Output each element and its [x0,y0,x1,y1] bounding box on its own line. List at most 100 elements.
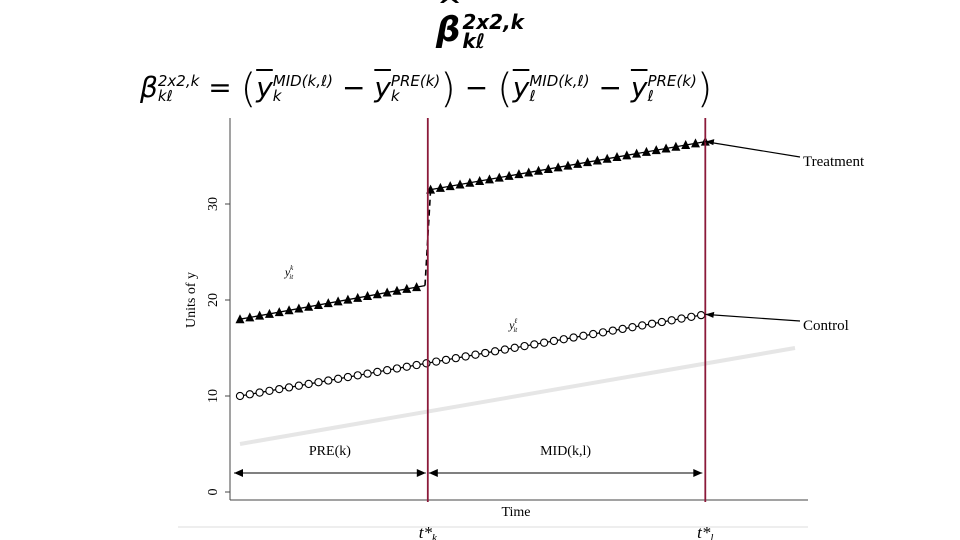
point-treatment [343,294,353,304]
point-treatment [313,299,323,309]
point-control [363,369,372,378]
y-tick-label: 20 [206,293,221,307]
formula-y-4: y [630,71,648,104]
formula-sub-1: k [272,87,282,105]
formula-sup-3: MID(k,ℓ) [529,72,590,90]
point-control [245,390,254,399]
period-label-1: PRE(k) [309,444,351,459]
formula-minus-1: − [341,71,366,104]
point-control [598,328,608,337]
formula-sup-1: MID(k,ℓ) [272,72,334,90]
point-treatment [465,177,475,187]
point-control [657,317,667,327]
point-control [589,329,598,339]
point-control [559,335,568,344]
point-treatment [372,289,382,299]
point-treatment [402,283,412,293]
series-annotation-sub: it [513,326,518,334]
point-treatment [245,312,255,322]
formula: β2x2,k kℓ = (yMID(k,ℓ) k − yPRE(k) k) − (yM… [140,66,840,112]
point-control [255,388,264,397]
formula-y-2: y [374,71,391,104]
point-control [373,367,382,377]
legend-label-1: Treatment [803,154,865,170]
point-control [579,331,588,340]
point-treatment [563,160,573,170]
point-control [284,383,294,392]
point-treatment [602,153,612,163]
point-treatment [333,296,343,306]
formula-lhs-sub: kℓ [157,87,173,105]
point-treatment [524,167,534,177]
title-indices: 2x2,k kℓ [462,12,524,51]
formula-idx-3: MID(k,ℓ) ℓ [529,74,589,104]
vertical-line-label-2: t*l [697,523,713,540]
point-control [687,312,696,322]
point-treatment [392,285,402,295]
point-control [569,333,578,342]
formula-paren-open-2: ( [497,66,513,112]
point-control [500,345,510,354]
formula-sub-2: k [390,87,400,105]
point-control [638,321,647,330]
series-annotation-2: yℓ it [508,317,518,334]
series-annotation-sup: k [290,264,294,272]
point-control [471,350,480,359]
vertical-line-label-1: t*k [419,523,438,540]
formula-sub-4: ℓ [647,87,654,105]
point-control [510,343,519,352]
point-treatment [455,179,465,189]
point-control [422,359,431,368]
point-treatment [294,303,304,313]
point-control [314,378,323,387]
point-treatment [553,162,563,172]
point-treatment [445,181,455,191]
legend-leader-1 [705,141,801,158]
formula-paren-close-1: ) [440,66,456,112]
formula-idx-1: MID(k,ℓ) k [273,74,333,104]
point-treatment [534,165,544,175]
formula-idx-2: PRE(k) k [391,74,440,104]
point-treatment [235,314,245,324]
point-treatment [494,172,504,182]
period-arrowhead-right-1 [416,469,426,477]
point-treatment [583,157,593,167]
point-treatment [504,170,514,180]
point-control [392,364,402,373]
point-treatment [641,146,651,156]
formula-lhs-indices: 2x2,k kℓ [158,74,199,104]
point-control [530,340,539,349]
point-treatment [304,301,314,311]
y-tick-label: 10 [206,389,221,403]
point-control [618,324,627,334]
point-control [647,319,657,328]
point-control [383,366,392,375]
period-arrowhead-left-2 [428,469,438,477]
formula-lhs-symbol: β [140,71,158,104]
y-tick-label: 0 [206,489,221,496]
point-treatment [475,176,485,186]
y-axis-label: Units of y [184,272,199,328]
point-control [549,336,559,346]
point-control [539,338,549,347]
point-treatment [264,308,274,318]
point-control [461,352,470,361]
point-treatment [484,174,494,184]
series-annotation-sub: it [289,273,294,281]
point-control [412,360,421,370]
slide-title: β2x2,kkℓ [0,10,960,51]
point-treatment [573,158,583,168]
point-control [490,347,500,356]
formula-y-3: y [512,71,530,104]
point-treatment [353,292,363,302]
point-control [432,357,441,366]
point-control [696,310,706,320]
point-treatment [671,141,681,151]
point-treatment [323,298,333,308]
legend-arrowhead-1 [705,139,715,146]
x-axis-label: Time [501,505,530,520]
series-line-trend [239,346,796,446]
formula-equals: = [208,71,232,104]
point-control [628,323,637,332]
point-control [481,348,490,358]
